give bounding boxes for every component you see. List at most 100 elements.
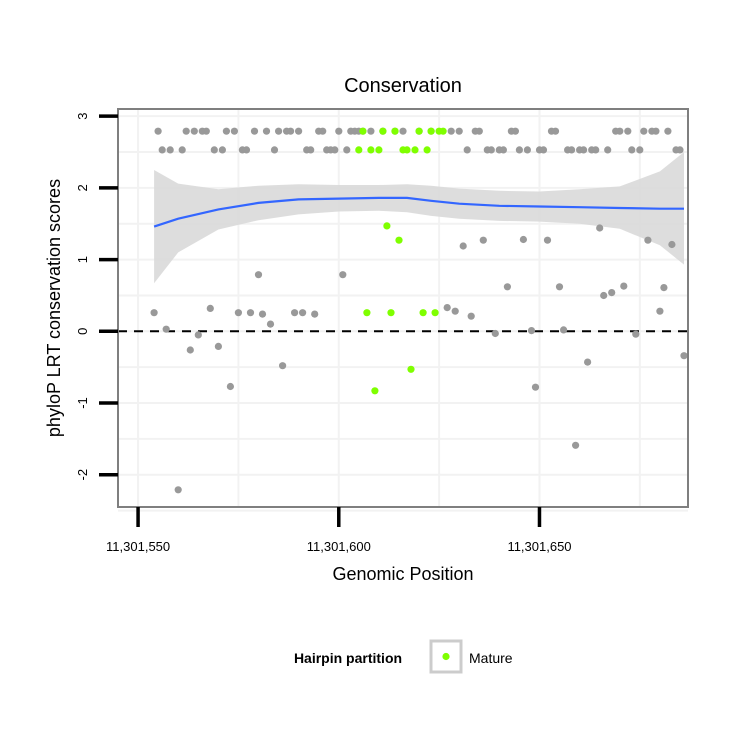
data-point-other	[158, 146, 166, 154]
data-point-other	[262, 127, 271, 135]
data-point-other	[242, 146, 251, 154]
data-point-other	[592, 146, 600, 154]
data-point-other	[194, 331, 202, 339]
data-point-other	[287, 127, 295, 135]
data-point-other	[230, 127, 238, 135]
data-point-mature	[415, 127, 423, 135]
data-point-other	[676, 146, 684, 154]
points-mature	[355, 127, 447, 395]
points-other	[150, 127, 688, 494]
data-point-other	[214, 342, 222, 350]
data-point-other	[668, 240, 676, 249]
data-point-other	[443, 304, 451, 312]
data-point-other	[652, 127, 660, 135]
data-point-mature	[419, 309, 427, 317]
data-point-other	[644, 236, 652, 244]
data-point-mature	[387, 309, 395, 317]
data-point-other	[624, 127, 632, 135]
data-point-other	[307, 146, 315, 154]
data-point-other	[632, 330, 640, 338]
x-axis: 11,301,550 11,301,600 11,301,650	[106, 507, 572, 554]
data-point-other	[275, 127, 283, 135]
data-point-other	[182, 127, 190, 135]
data-point-other	[656, 307, 664, 315]
data-point-other	[254, 271, 263, 279]
data-point-mature	[379, 127, 387, 135]
data-point-other	[295, 127, 303, 135]
data-point-other	[527, 327, 536, 335]
data-point-other	[455, 127, 463, 135]
data-point-mature	[407, 365, 415, 373]
smooth-confidence-band	[154, 152, 685, 284]
data-point-other	[319, 127, 327, 135]
data-point-other	[491, 329, 499, 338]
data-point-mature	[383, 222, 391, 230]
data-point-other	[202, 127, 210, 135]
data-point-other	[162, 325, 170, 333]
data-point-other	[568, 146, 576, 154]
data-point-other	[499, 146, 507, 154]
data-point-other	[331, 146, 339, 154]
data-point-other	[600, 291, 608, 300]
y-tick-label: -1	[75, 397, 90, 409]
smooth-trend-line	[153, 196, 684, 228]
data-point-other	[475, 127, 483, 135]
data-point-other	[467, 312, 475, 320]
data-point-other	[616, 127, 624, 135]
data-point-other	[531, 383, 540, 391]
chart-title: Conservation	[344, 75, 462, 97]
data-point-other	[551, 127, 560, 135]
data-point-other	[515, 146, 524, 154]
data-point-other	[555, 283, 564, 291]
data-point-other	[150, 309, 158, 317]
data-point-other	[258, 310, 267, 318]
data-point-mature	[423, 146, 431, 154]
data-point-mature	[367, 146, 375, 154]
data-point-other	[572, 441, 580, 449]
x-axis-title: Genomic Position	[332, 564, 473, 584]
data-point-other	[447, 127, 455, 135]
x-tick-label: 11,301,600	[307, 539, 371, 554]
data-point-other	[343, 146, 351, 154]
data-point-other	[206, 304, 214, 312]
data-point-other	[311, 310, 319, 318]
data-point-other	[608, 289, 616, 297]
y-tick-label: 0	[75, 328, 90, 335]
data-point-other	[519, 235, 528, 244]
data-point-other	[218, 146, 226, 154]
data-point-other	[291, 309, 299, 317]
data-point-mature	[363, 309, 371, 317]
data-point-other	[487, 146, 495, 154]
data-point-other	[511, 127, 519, 135]
data-point-other	[178, 146, 186, 154]
data-point-other	[660, 284, 668, 292]
data-point-mature	[403, 146, 411, 154]
data-point-other	[266, 320, 275, 328]
data-point-mature	[391, 127, 399, 135]
data-point-mature	[375, 146, 383, 154]
x-tick-label: 11,301,550	[106, 539, 170, 554]
data-point-other	[299, 309, 307, 317]
data-point-other	[335, 127, 343, 135]
data-point-other	[210, 146, 218, 154]
data-point-mature	[371, 387, 379, 395]
data-point-other	[620, 282, 628, 290]
data-point-other	[503, 283, 511, 291]
data-point-other	[190, 127, 198, 135]
data-point-mature	[431, 309, 439, 317]
data-point-other	[222, 127, 230, 135]
data-point-other	[664, 127, 672, 135]
data-point-other	[367, 127, 375, 135]
data-point-mature	[439, 127, 447, 135]
data-point-mature	[355, 146, 363, 154]
data-point-other	[451, 307, 459, 315]
data-point-other	[270, 146, 279, 154]
legend-key-mature	[442, 652, 450, 661]
data-point-other	[279, 362, 287, 370]
data-point-other	[628, 146, 636, 154]
data-point-other	[399, 127, 407, 135]
data-point-mature	[411, 146, 419, 154]
data-point-other	[596, 224, 604, 232]
legend-label-mature: Mature	[469, 650, 513, 666]
